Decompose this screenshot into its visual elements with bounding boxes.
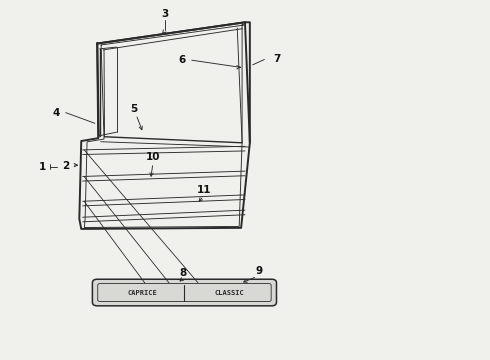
Text: 9: 9 — [256, 266, 263, 276]
FancyBboxPatch shape — [93, 279, 276, 306]
Text: 5: 5 — [130, 104, 137, 114]
Text: 10: 10 — [146, 152, 160, 162]
Text: 6: 6 — [178, 55, 186, 65]
Text: 8: 8 — [179, 268, 187, 278]
Text: 1: 1 — [39, 162, 46, 171]
Text: 7: 7 — [273, 54, 280, 64]
Text: 3: 3 — [161, 9, 169, 19]
Text: 2: 2 — [62, 161, 69, 171]
Text: 11: 11 — [196, 185, 211, 195]
Text: 4: 4 — [52, 108, 60, 118]
Text: CAPRICE: CAPRICE — [128, 289, 157, 296]
Text: CLASSIC: CLASSIC — [215, 289, 245, 296]
